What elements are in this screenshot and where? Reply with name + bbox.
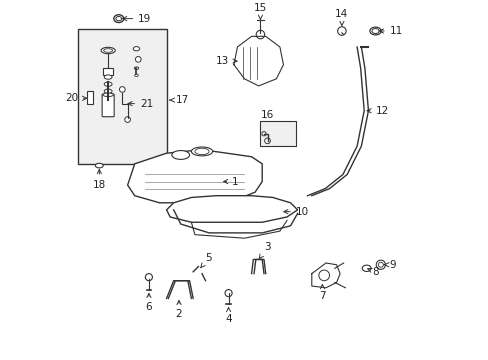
Circle shape bbox=[135, 57, 141, 62]
Ellipse shape bbox=[116, 17, 122, 21]
Circle shape bbox=[224, 289, 232, 297]
Ellipse shape bbox=[104, 82, 112, 86]
Ellipse shape bbox=[172, 150, 189, 159]
Text: 2: 2 bbox=[175, 301, 182, 319]
Circle shape bbox=[256, 30, 264, 39]
Ellipse shape bbox=[134, 67, 138, 69]
Text: 7: 7 bbox=[319, 284, 325, 301]
Bar bbox=[78, 29, 166, 164]
Text: 4: 4 bbox=[225, 307, 231, 324]
Text: 3: 3 bbox=[259, 242, 270, 258]
Circle shape bbox=[124, 117, 130, 122]
Circle shape bbox=[264, 138, 270, 144]
Ellipse shape bbox=[103, 49, 112, 52]
Text: 13: 13 bbox=[215, 56, 237, 66]
Bar bbox=[87, 91, 93, 104]
Circle shape bbox=[378, 262, 383, 267]
Text: 16: 16 bbox=[260, 109, 273, 120]
PathPatch shape bbox=[166, 196, 297, 222]
Ellipse shape bbox=[191, 147, 212, 156]
Text: 15: 15 bbox=[253, 3, 266, 19]
Circle shape bbox=[119, 87, 125, 92]
Bar bbox=[102, 68, 113, 75]
FancyBboxPatch shape bbox=[102, 94, 114, 117]
Text: 10: 10 bbox=[283, 207, 308, 217]
Ellipse shape bbox=[369, 27, 381, 35]
Circle shape bbox=[261, 132, 265, 136]
Ellipse shape bbox=[104, 75, 112, 79]
Text: 1: 1 bbox=[223, 176, 238, 186]
Text: 14: 14 bbox=[335, 9, 348, 26]
Ellipse shape bbox=[101, 47, 115, 54]
Circle shape bbox=[375, 260, 385, 269]
Ellipse shape bbox=[362, 265, 370, 271]
Text: 20: 20 bbox=[65, 93, 86, 103]
PathPatch shape bbox=[127, 150, 262, 203]
Text: 11: 11 bbox=[379, 26, 402, 36]
Bar bbox=[260, 121, 295, 146]
Ellipse shape bbox=[102, 93, 113, 96]
Ellipse shape bbox=[371, 28, 378, 33]
Circle shape bbox=[145, 274, 152, 281]
Ellipse shape bbox=[104, 89, 112, 93]
Ellipse shape bbox=[95, 163, 103, 168]
Text: 17: 17 bbox=[169, 95, 188, 105]
Text: 12: 12 bbox=[366, 106, 388, 116]
Ellipse shape bbox=[195, 148, 209, 154]
Circle shape bbox=[318, 270, 329, 281]
Text: 5: 5 bbox=[201, 253, 212, 267]
Text: 9: 9 bbox=[383, 260, 395, 270]
Text: 8: 8 bbox=[367, 267, 378, 277]
Text: 19: 19 bbox=[122, 14, 151, 24]
Text: 6: 6 bbox=[145, 293, 152, 312]
Ellipse shape bbox=[114, 15, 123, 23]
Text: 18: 18 bbox=[93, 170, 106, 190]
Ellipse shape bbox=[134, 74, 138, 77]
Circle shape bbox=[337, 27, 346, 35]
Text: 21: 21 bbox=[128, 99, 153, 109]
Ellipse shape bbox=[133, 46, 140, 51]
